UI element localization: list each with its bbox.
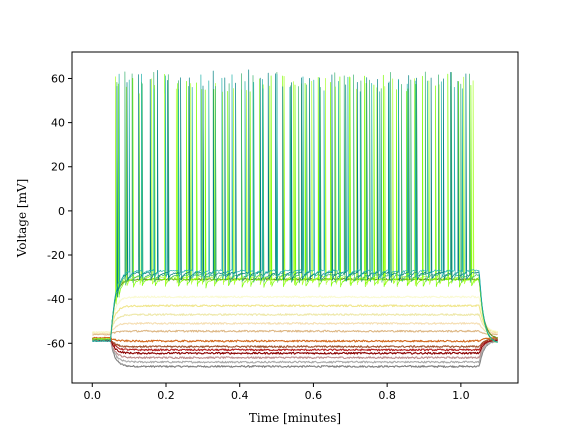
y-tick-label: 0 xyxy=(58,205,65,218)
series-line xyxy=(92,340,498,368)
x-axis-label: Time [minutes] xyxy=(249,411,341,425)
series-line xyxy=(92,339,499,355)
series-line xyxy=(92,321,499,335)
series-line xyxy=(92,304,498,334)
x-tick-label: 0.0 xyxy=(84,389,102,402)
series-line xyxy=(91,340,499,364)
y-axis-label: Voltage [mV] xyxy=(15,179,29,259)
series-line xyxy=(92,329,498,336)
series-line xyxy=(92,337,498,352)
series-layer xyxy=(91,69,499,368)
x-tick-label: 0.4 xyxy=(231,389,249,402)
y-tick-label: -20 xyxy=(47,249,65,262)
y-tick-label: 40 xyxy=(51,117,65,130)
plot-frame xyxy=(71,51,519,384)
x-tick-label: 0.2 xyxy=(157,389,175,402)
series-line xyxy=(92,73,498,343)
x-axis: 0.0 0.2 0.4 0.6 0.8 1.0 xyxy=(84,383,470,402)
series-line xyxy=(92,339,499,360)
series-line xyxy=(91,313,499,334)
series-line xyxy=(92,337,498,349)
series-line xyxy=(91,277,498,340)
series-line xyxy=(92,295,498,334)
series-line xyxy=(92,73,498,343)
y-tick-label: 20 xyxy=(51,161,65,174)
series-line xyxy=(92,336,498,343)
y-tick-label: -60 xyxy=(47,337,65,350)
x-tick-label: 1.0 xyxy=(452,389,470,402)
series-line xyxy=(92,76,498,343)
y-axis: -60 -40 -20 0 20 40 60 xyxy=(47,72,72,350)
x-tick-label: 0.8 xyxy=(378,389,396,402)
y-tick-label: -40 xyxy=(47,293,65,306)
x-tick-label: 0.6 xyxy=(305,389,323,402)
series-line xyxy=(92,69,498,343)
y-tick-label: 60 xyxy=(51,72,65,85)
